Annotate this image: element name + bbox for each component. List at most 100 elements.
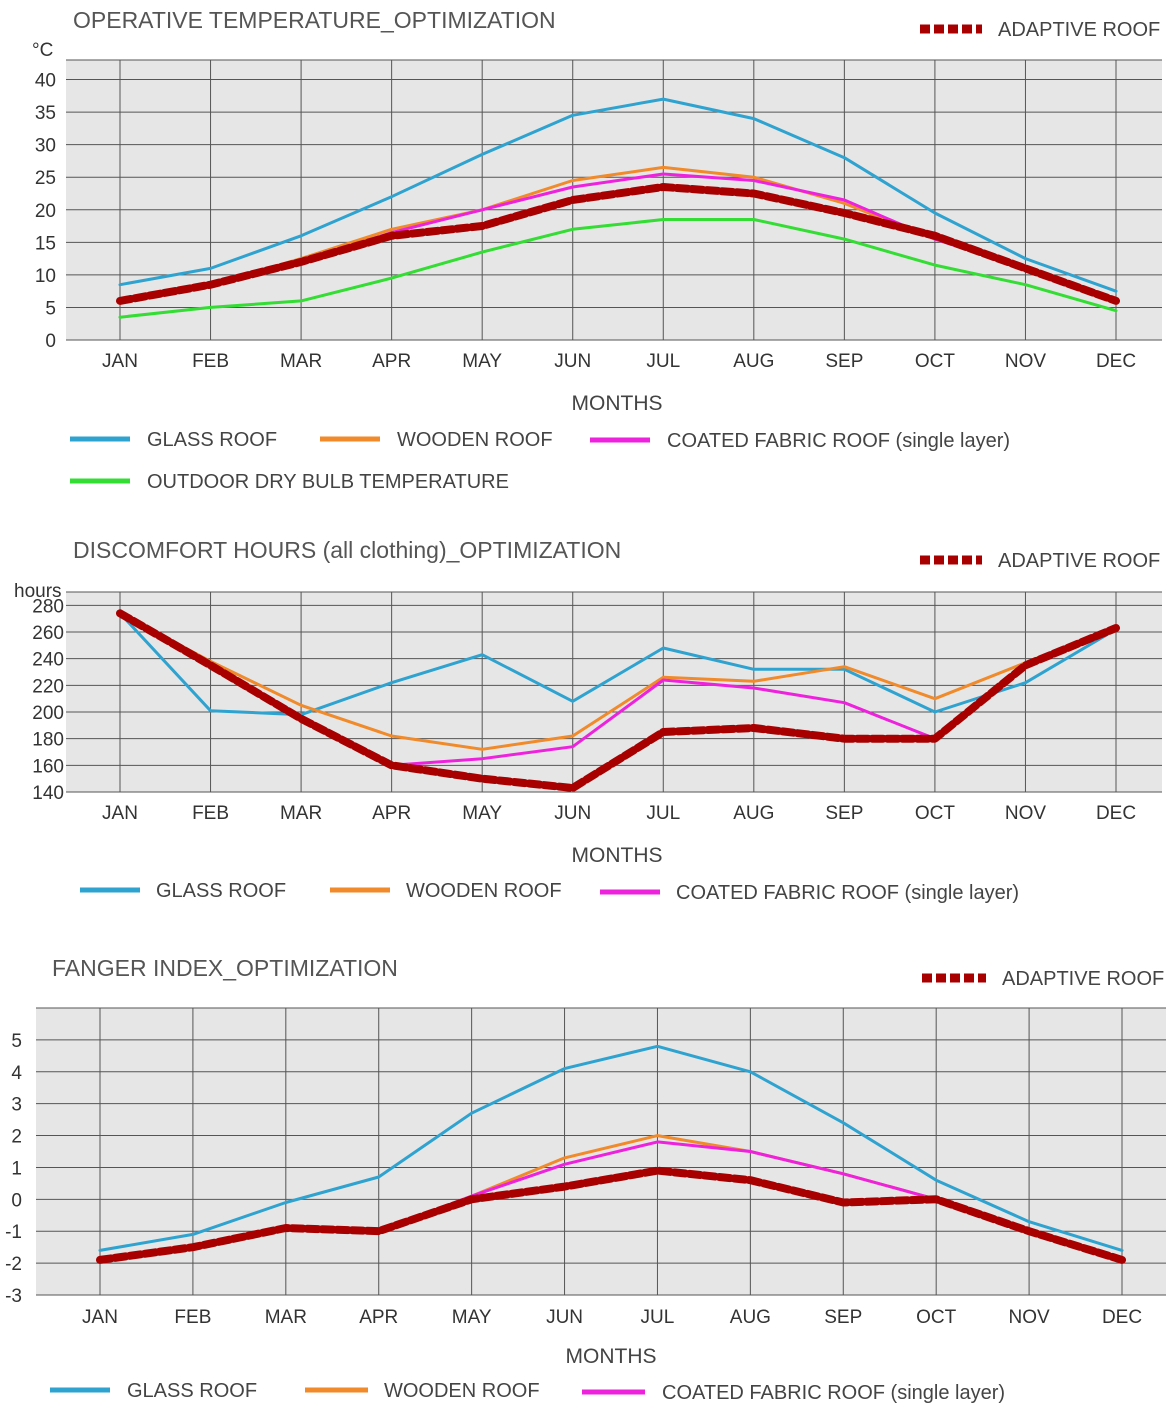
x-tick-label-sep: SEP — [824, 1307, 862, 1328]
legend-label-glass: GLASS ROOF — [127, 1380, 257, 1402]
y-tick-label: 4 — [11, 1063, 22, 1084]
legend-label-outdoor: OUTDOOR DRY BULB TEMPERATURE — [147, 471, 509, 493]
x-tick-label-dec: DEC — [1096, 803, 1136, 824]
y-tick-label: 280 — [32, 596, 64, 617]
y-tick-label: 40 — [35, 71, 56, 92]
x-tick-label-oct: OCT — [916, 1307, 957, 1328]
series-line-wooden — [118, 611, 1118, 751]
x-tick-label-dec: DEC — [1102, 1307, 1142, 1328]
y-tick-label: 25 — [35, 168, 56, 189]
x-tick-label-apr: APR — [372, 803, 411, 824]
x-tick-label-nov: NOV — [1005, 803, 1047, 824]
legend-label-fabric: COATED FABRIC ROOF (single layer) — [676, 882, 1019, 904]
y-tick-label: -1 — [5, 1222, 22, 1243]
y-tick-label: 180 — [32, 730, 64, 751]
x-tick-label-jun: JUN — [554, 351, 591, 372]
y-tick-label: 3 — [11, 1095, 22, 1116]
series-line-adaptive — [116, 609, 1120, 792]
x-tick-label-nov: NOV — [1005, 351, 1047, 372]
plot-background — [36, 1008, 1166, 1295]
x-tick-label-sep: SEP — [825, 351, 863, 372]
x-tick-label-jul: JUL — [646, 803, 680, 824]
adaptive-legend: ADAPTIVE ROOF — [920, 19, 1160, 41]
adaptive-legend: ADAPTIVE ROOF — [922, 968, 1164, 990]
chart-title: DISCOMFORT HOURS (all clothing)_OPTIMIZA… — [73, 537, 621, 563]
x-tick-label-jan: JAN — [102, 803, 138, 824]
y-tick-label: 35 — [35, 103, 56, 124]
x-tick-label-jun: JUN — [546, 1307, 583, 1328]
x-tick-label-nov: NOV — [1008, 1307, 1050, 1328]
legend: GLASS ROOF WOODEN ROOF COATED FABRIC ROO… — [50, 1380, 1005, 1404]
y-tick-label: 240 — [32, 650, 64, 671]
legend-label-glass: GLASS ROOF — [156, 880, 286, 902]
y-tick-label: -2 — [5, 1254, 22, 1275]
legend-label-wooden: WOODEN ROOF — [406, 880, 562, 902]
x-tick-label-aug: AUG — [733, 803, 774, 824]
y-tick-label: 15 — [35, 233, 56, 254]
plot-area: 140 160 180 200 220 240 260 280 JAN FEB MAR APR MAY J… — [32, 591, 1162, 824]
x-tick-label-may: MAY — [452, 1307, 492, 1328]
x-tick-label-oct: OCT — [915, 803, 956, 824]
legend-label-glass: GLASS ROOF — [147, 429, 277, 451]
x-tick-label-feb: FEB — [192, 351, 229, 372]
legend-label-adaptive: ADAPTIVE ROOF — [998, 19, 1160, 41]
discomfort-hours-chart: 140 160 180 200 220 240 260 280 JAN FEB MAR APR MAY J… — [14, 537, 1162, 904]
series-line-adaptive — [116, 183, 1120, 305]
series-line-glass — [98, 1044, 1124, 1252]
legend: GLASS ROOF WOODEN ROOF COATED FABRIC ROO… — [80, 880, 1019, 904]
x-tick-label-may: MAY — [462, 351, 502, 372]
y-tick-label: 200 — [32, 703, 64, 724]
x-axis-title: MONTHS — [572, 844, 663, 867]
x-tick-label-oct: OCT — [915, 351, 956, 372]
y-tick-label: 30 — [35, 136, 56, 157]
plot-background — [66, 60, 1162, 340]
operative-temperature-chart: 0 5 10 15 20 25 30 35 40 JAN FEB MAR APR MAY JUN JUL AUG… — [32, 7, 1162, 493]
x-axis-title: MONTHS — [566, 1345, 657, 1368]
y-tick-label: 0 — [45, 331, 56, 352]
y-tick-label: 5 — [45, 298, 56, 319]
x-tick-label-aug: AUG — [730, 1307, 771, 1328]
x-tick-label-may: MAY — [462, 803, 502, 824]
chart-title: FANGER INDEX_OPTIMIZATION — [52, 955, 398, 981]
legend-label-wooden: WOODEN ROOF — [384, 1380, 540, 1402]
x-tick-label-sep: SEP — [825, 803, 863, 824]
legend-label-fabric: COATED FABRIC ROOF (single layer) — [662, 1382, 1005, 1404]
plot-area: -3 -2 -1 0 1 2 3 4 5 JAN FEB MAR APR MAY JUN JUL AUG SEP O… — [5, 1007, 1166, 1328]
y-tick-label: 10 — [35, 266, 56, 287]
y-tick-label: 1 — [11, 1158, 22, 1179]
x-tick-label-apr: APR — [372, 351, 411, 372]
x-tick-label-mar: MAR — [280, 803, 322, 824]
y-axis-unit: hours — [14, 581, 62, 602]
y-tick-label: 160 — [32, 756, 64, 777]
legend-label-wooden: WOODEN ROOF — [397, 429, 553, 451]
adaptive-legend: ADAPTIVE ROOF — [920, 550, 1160, 572]
x-tick-label-jul: JUL — [646, 351, 680, 372]
x-tick-label-feb: FEB — [174, 1307, 211, 1328]
x-tick-label-jun: JUN — [554, 803, 591, 824]
y-tick-label: 5 — [11, 1031, 22, 1052]
y-tick-label: 140 — [32, 783, 64, 804]
x-tick-label-apr: APR — [359, 1307, 398, 1328]
series-line-adaptive — [96, 1166, 1126, 1264]
series-line-glass — [118, 97, 1118, 293]
y-tick-label: 0 — [11, 1190, 22, 1211]
x-tick-label-aug: AUG — [733, 351, 774, 372]
y-tick-label: 220 — [32, 676, 64, 697]
x-tick-label-feb: FEB — [192, 803, 229, 824]
y-tick-label: 260 — [32, 623, 64, 644]
x-tick-label-jan: JAN — [102, 351, 138, 372]
x-tick-label-mar: MAR — [280, 351, 322, 372]
y-tick-label: 20 — [35, 201, 56, 222]
fanger-index-chart: -3 -2 -1 0 1 2 3 4 5 JAN FEB MAR APR MAY JUN JUL AUG SEP O… — [5, 955, 1166, 1404]
y-axis-unit: °C — [32, 40, 53, 61]
x-tick-label-jul: JUL — [641, 1307, 675, 1328]
x-tick-label-jan: JAN — [82, 1307, 118, 1328]
x-tick-label-mar: MAR — [265, 1307, 307, 1328]
legend-label-fabric: COATED FABRIC ROOF (single layer) — [667, 430, 1010, 452]
series-line-outdoor — [118, 218, 1118, 319]
legend: GLASS ROOF WOODEN ROOF COATED FABRIC ROO… — [70, 429, 1010, 493]
plot-area: 0 5 10 15 20 25 30 35 40 JAN FEB MAR APR MAY JUN JUL AUG… — [35, 59, 1162, 372]
legend-label-adaptive: ADAPTIVE ROOF — [1002, 968, 1164, 990]
legend-label-adaptive: ADAPTIVE ROOF — [998, 550, 1160, 572]
